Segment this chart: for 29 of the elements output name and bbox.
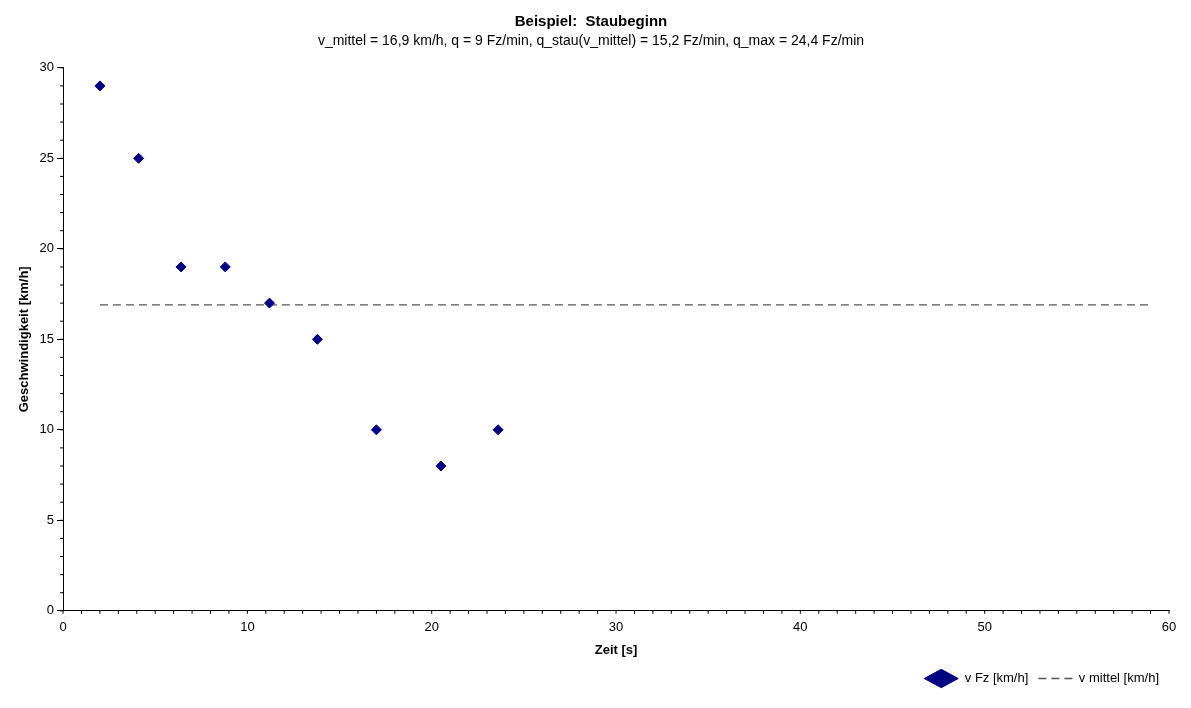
y-tick-label: 25 <box>39 149 55 165</box>
x-tick-label: 60 <box>1161 619 1177 635</box>
chart-subtitle: v_mittel = 16,9 km/h, q = 9 Fz/min, q_stau(v_mittel) = 15,2 Fz/min, q_max = 24,4 Fz/min <box>317 32 865 49</box>
x-tick-label: 40 <box>793 619 808 635</box>
point <box>94 80 106 92</box>
point <box>133 152 145 164</box>
x-tick-label: 10 <box>240 619 255 635</box>
y-tick-label: 15 <box>39 330 55 346</box>
y-tick-label: 30 <box>39 59 55 75</box>
point <box>219 261 231 273</box>
point <box>264 297 275 309</box>
x-tick-label: 30 <box>608 619 624 635</box>
point <box>492 424 504 436</box>
chart-title: Beispiel: Staubeginn <box>514 12 668 30</box>
y-tick-label: 10 <box>39 421 55 437</box>
x-axis-title: Zeit [s] <box>594 641 638 657</box>
x-tick-label: 20 <box>424 619 439 635</box>
x-tick-label: 0 <box>59 619 67 635</box>
point <box>175 261 187 273</box>
y-axis-title: Geschwindigkeit [km/h] <box>16 266 32 413</box>
y-tick-label: 20 <box>39 240 55 256</box>
point <box>311 333 323 345</box>
point <box>435 460 447 472</box>
y-tick-label: 0 <box>46 602 55 618</box>
point <box>370 424 382 436</box>
legend-label: v mittel [km/h] <box>1078 670 1160 686</box>
y-tick-label: 5 <box>46 511 55 527</box>
legend-label: v Fz [km/h] <box>964 670 1029 686</box>
x-tick-label: 50 <box>977 619 992 635</box>
